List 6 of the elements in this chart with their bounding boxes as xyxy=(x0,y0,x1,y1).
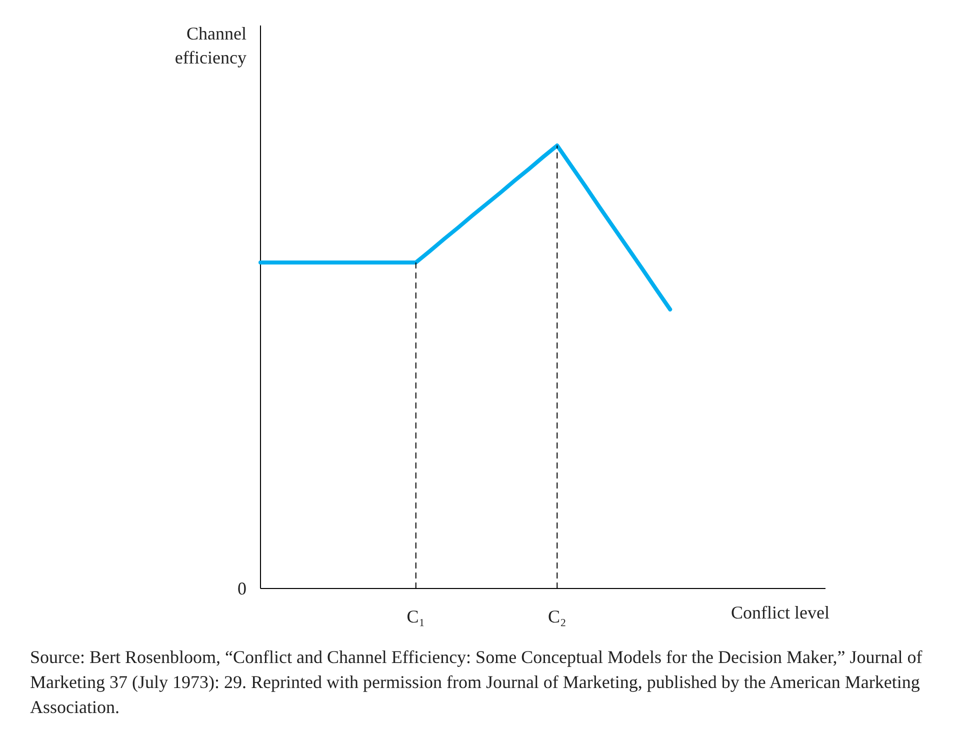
x-tick-label: C₁ xyxy=(406,606,426,626)
x-axis-title: Conflict level xyxy=(731,602,830,622)
source-note: Source: Bert Rosenbloom, “Conflict and Channel Efficiency: Some Conceptual Models for the Decision Maker,” Journal of Marketing 37 (July 1973): 29. Reprinted with permission from Journal of Marketing, published by the American Marketing Association. xyxy=(30,646,924,720)
y-axis-title: Channel efficiency xyxy=(174,24,247,68)
text: 0 xyxy=(238,578,246,598)
x-tick-label: C₂ xyxy=(548,606,566,626)
